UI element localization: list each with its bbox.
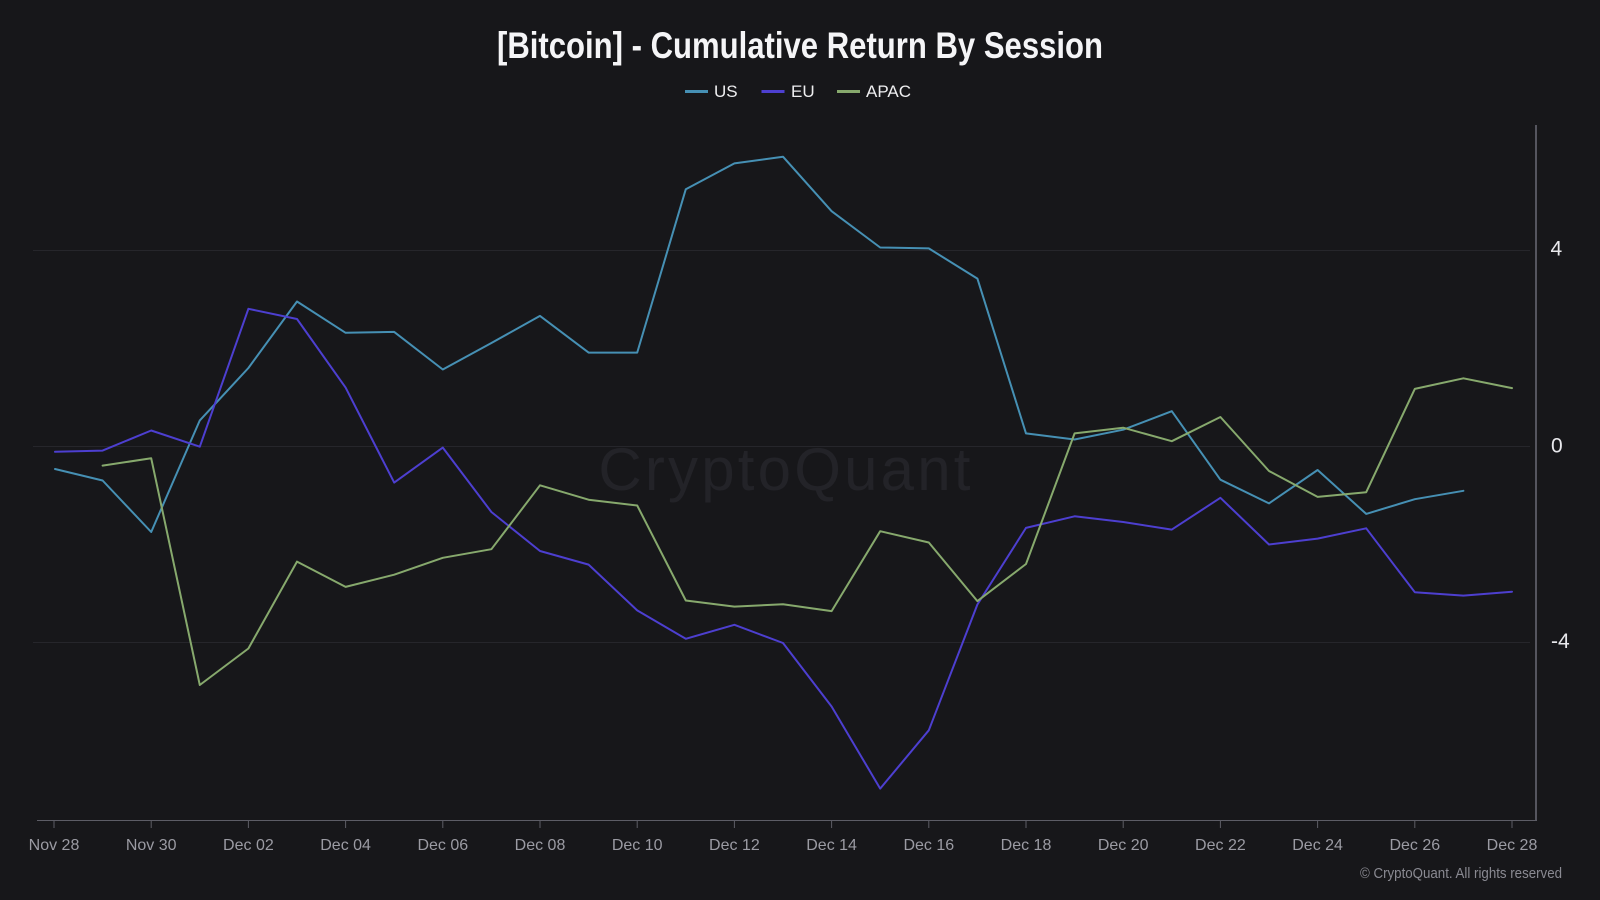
svg-text:Dec 28: Dec 28	[1487, 837, 1538, 854]
svg-text:Dec 08: Dec 08	[515, 837, 566, 854]
svg-text:4: 4	[1551, 238, 1563, 261]
svg-text:Dec 26: Dec 26	[1389, 837, 1440, 854]
svg-text:Dec 18: Dec 18	[1001, 837, 1052, 854]
svg-text:APAC: APAC	[866, 82, 911, 101]
svg-text:Dec 12: Dec 12	[709, 837, 760, 854]
svg-text:Dec 24: Dec 24	[1292, 837, 1343, 854]
svg-text:CryptoQuant: CryptoQuant	[598, 436, 973, 503]
svg-text:Dec 20: Dec 20	[1098, 837, 1149, 854]
svg-text:Nov 30: Nov 30	[126, 837, 177, 854]
svg-text:Dec 02: Dec 02	[223, 837, 274, 854]
svg-text:EU: EU	[791, 82, 815, 101]
svg-text:0: 0	[1551, 435, 1563, 458]
svg-text:Dec 06: Dec 06	[417, 837, 468, 854]
svg-text:Nov 28: Nov 28	[29, 837, 80, 854]
svg-text:US: US	[714, 82, 738, 101]
svg-text:Dec 22: Dec 22	[1195, 837, 1246, 854]
svg-text:Dec 04: Dec 04	[320, 837, 371, 854]
svg-text:[Bitcoin] - Cumulative Return: [Bitcoin] - Cumulative Return By Session	[497, 25, 1103, 66]
svg-text:Dec 14: Dec 14	[806, 837, 857, 854]
svg-text:-4: -4	[1551, 630, 1570, 653]
svg-text:Dec 10: Dec 10	[612, 837, 663, 854]
svg-text:Dec 16: Dec 16	[903, 837, 954, 854]
svg-text:© CryptoQuant. All rights rese: © CryptoQuant. All rights reserved	[1360, 865, 1562, 882]
